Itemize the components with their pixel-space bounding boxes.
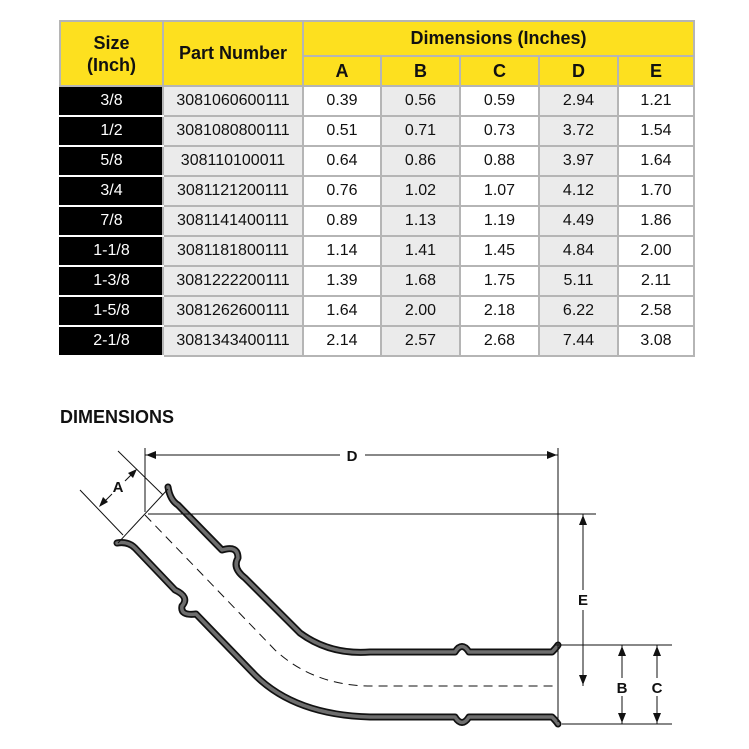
dim-e-cell: 3.08: [617, 325, 695, 357]
dim-d-cell: 4.12: [538, 175, 619, 207]
part-number-cell: 3081121200111: [162, 175, 304, 207]
pipe-walls: [113, 483, 562, 728]
label-e: E: [578, 592, 588, 609]
dim-a-cell: 0.76: [302, 175, 382, 207]
dim-c-cell: 0.59: [459, 85, 540, 117]
dim-b-cell: 0.86: [380, 145, 461, 177]
dim-c-cell: 1.19: [459, 205, 540, 237]
arrowheads: [99, 451, 661, 723]
size-cell: 1-1/8: [59, 235, 164, 267]
dim-a-cell: 2.14: [302, 325, 382, 357]
dim-b-cell: 0.56: [380, 85, 461, 117]
label-d: D: [347, 448, 358, 465]
part-number-cell: 308110100011: [162, 145, 304, 177]
dim-a-cell: 1.39: [302, 265, 382, 297]
size-cell: 3/8: [59, 85, 164, 117]
pipe-outer-wall: [164, 483, 562, 656]
dim-a-cell: 1.64: [302, 295, 382, 327]
dim-d-cell: 4.84: [538, 235, 619, 267]
dim-d-cell: 4.49: [538, 205, 619, 237]
dimension-lines: [79, 448, 672, 725]
dim-d-cell: 3.72: [538, 115, 619, 147]
dim-a-cell: 1.14: [302, 235, 382, 267]
dim-b-cell: 0.71: [380, 115, 461, 147]
dim-e-cell: 2.00: [617, 235, 695, 267]
pipe-inner-wall: [113, 539, 562, 728]
size-cell: 1/2: [59, 115, 164, 147]
size-cell: 3/4: [59, 175, 164, 207]
dim-e-cell: 1.86: [617, 205, 695, 237]
dim-d-cell: 2.94: [538, 85, 619, 117]
dimensions-table: Size (Inch) Part Number Dimensions (Inch…: [59, 20, 695, 357]
dim-c-cell: 2.18: [459, 295, 540, 327]
dim-c-cell: 1.75: [459, 265, 540, 297]
dim-c-cell: 2.68: [459, 325, 540, 357]
part-number-cell: 3081141400111: [162, 205, 304, 237]
table-row: 1-5/8 3081262600111 1.64 2.00 2.18 6.22 2.58: [59, 295, 695, 327]
centerline: [144, 514, 558, 687]
label-a: A: [113, 479, 124, 496]
dim-b-cell: 1.02: [380, 175, 461, 207]
dim-a-cell: 0.64: [302, 145, 382, 177]
dim-b-cell: 1.41: [380, 235, 461, 267]
label-b: B: [617, 680, 628, 697]
label-c: C: [652, 680, 663, 697]
dim-b-cell: 2.00: [380, 295, 461, 327]
header-a: A: [302, 55, 382, 87]
table-row: 5/8 308110100011 0.64 0.86 0.88 3.97 1.64: [59, 145, 695, 177]
table-row: 3/8 3081060600111 0.39 0.56 0.59 2.94 1.21: [59, 85, 695, 117]
size-cell: 1-3/8: [59, 265, 164, 297]
table-row: 1-3/8 3081222200111 1.39 1.68 1.75 5.11 2.11: [59, 265, 695, 297]
header-dimensions: Dimensions (Inches): [302, 20, 695, 57]
part-number-cell: 3081343400111: [162, 325, 304, 357]
part-number-cell: 3081181800111: [162, 235, 304, 267]
dim-d-cell: 6.22: [538, 295, 619, 327]
size-cell: 2-1/8: [59, 325, 164, 357]
dim-a-cell: 0.39: [302, 85, 382, 117]
dim-a-cell: 0.51: [302, 115, 382, 147]
dim-e-cell: 1.21: [617, 85, 695, 117]
dim-d-cell: 7.44: [538, 325, 619, 357]
dim-c-cell: 1.45: [459, 235, 540, 267]
dim-e-cell: 1.54: [617, 115, 695, 147]
size-cell: 1-5/8: [59, 295, 164, 327]
table-row: 2-1/8 3081343400111 2.14 2.57 2.68 7.44 3.08: [59, 325, 695, 357]
dim-c-cell: 0.88: [459, 145, 540, 177]
part-number-cell: 3081222200111: [162, 265, 304, 297]
header-part-number: Part Number: [162, 20, 304, 87]
header-d: D: [538, 55, 619, 87]
table-row: 3/4 3081121200111 0.76 1.02 1.07 4.12 1.70: [59, 175, 695, 207]
dim-b-cell: 2.57: [380, 325, 461, 357]
table-row: 1-1/8 3081181800111 1.14 1.41 1.45 4.84 2.00: [59, 235, 695, 267]
dim-e-cell: 2.11: [617, 265, 695, 297]
dim-b-cell: 1.13: [380, 205, 461, 237]
dimensions-title: DIMENSIONS: [60, 407, 175, 427]
part-number-cell: 3081080800111: [162, 115, 304, 147]
header-c: C: [459, 55, 540, 87]
size-cell: 5/8: [59, 145, 164, 177]
size-cell: 7/8: [59, 205, 164, 237]
dim-e-cell: 1.70: [617, 175, 695, 207]
table-row: 1/2 3081080800111 0.51 0.71 0.73 3.72 1.54: [59, 115, 695, 147]
dim-d-cell: 3.97: [538, 145, 619, 177]
dim-b-cell: 1.68: [380, 265, 461, 297]
dim-e-cell: 1.64: [617, 145, 695, 177]
part-number-cell: 3081262600111: [162, 295, 304, 327]
dim-d-cell: 5.11: [538, 265, 619, 297]
dim-c-cell: 0.73: [459, 115, 540, 147]
dim-a-cell: 0.89: [302, 205, 382, 237]
header-size: Size (Inch): [59, 20, 164, 87]
table-row: 7/8 3081141400111 0.89 1.13 1.19 4.49 1.86: [59, 205, 695, 237]
dim-e-cell: 2.58: [617, 295, 695, 327]
header-b: B: [380, 55, 461, 87]
header-e: E: [617, 55, 695, 87]
dim-c-cell: 1.07: [459, 175, 540, 207]
part-number-cell: 3081060600111: [162, 85, 304, 117]
